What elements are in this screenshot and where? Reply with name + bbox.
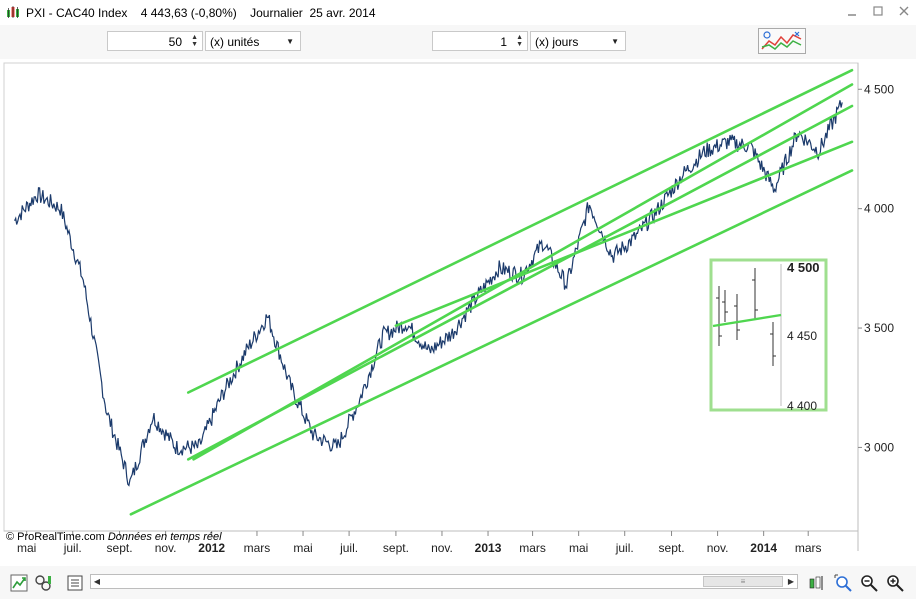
y-tick-label: 4 000 — [864, 202, 894, 216]
app-logo-icon — [7, 6, 19, 18]
data-credit: © ProRealTime.com Données en temps réel — [6, 531, 222, 543]
y-tick-label: 3 000 — [864, 440, 894, 454]
x-tick-label: mars — [795, 541, 822, 555]
trend-indicator-icon — [761, 31, 802, 50]
credit-note: Données en temps réel — [107, 531, 222, 543]
inset-y-tick-label: 4 500 — [787, 260, 820, 275]
trend-indicator-button[interactable] — [758, 28, 806, 54]
scroll-thumb[interactable]: ≡ — [703, 576, 783, 587]
trend-channel-line[interactable] — [186, 104, 854, 461]
bottom-toolbar: ◀ ≡ ▶ — [0, 566, 916, 599]
title-bar: PXI - CAC40 Index 4 443,63 (-0,80%) Jour… — [0, 0, 916, 25]
trend-channel-line[interactable] — [394, 140, 854, 327]
close-icon — [899, 6, 909, 16]
minimize-icon — [848, 14, 856, 16]
chevron-down-icon: ▼ — [286, 37, 294, 46]
inset-trend-line — [712, 313, 782, 328]
candlestick-zoom-icon[interactable] — [808, 574, 826, 592]
credit-brand: © ProRealTime.com — [6, 531, 105, 543]
trend-channel-line[interactable] — [186, 68, 854, 394]
units-spinner-icon[interactable]: ▲ ▼ — [191, 34, 198, 48]
x-tick-label: nov. — [155, 541, 177, 555]
y-tick-label: 3 500 — [864, 321, 894, 335]
price-series-line — [14, 100, 843, 487]
inset-y-tick-label: 4 450 — [787, 329, 817, 343]
x-tick-label: mars — [244, 541, 271, 555]
x-tick-label: 2014 — [750, 541, 777, 555]
y-tick-label: 4 500 — [864, 82, 894, 96]
scroll-left-button[interactable]: ◀ — [91, 575, 103, 588]
maximize-icon — [873, 6, 883, 16]
x-tick-label: mars — [519, 541, 546, 555]
units-count-value: 50 — [168, 35, 182, 49]
properties-icon[interactable] — [66, 574, 84, 592]
days-dropdown-label: (x) jours — [535, 35, 579, 49]
days-dropdown[interactable]: (x) jours ▼ — [530, 31, 626, 51]
units-count-field[interactable]: 50 ▲ ▼ — [107, 31, 203, 51]
x-tick-label: juil. — [615, 541, 634, 555]
price-chart-svg[interactable]: 4 500 4 000 3 500 3 000 mai juil. sept. nov. 201… — [0, 59, 916, 565]
x-tick-label: sept. — [107, 541, 133, 555]
zoom-in-icon[interactable] — [886, 574, 904, 592]
trend-channel-line[interactable] — [129, 169, 854, 516]
chevron-down-icon: ▼ — [611, 37, 619, 46]
zoom-out-icon[interactable] — [860, 574, 878, 592]
maximize-button[interactable] — [872, 4, 884, 18]
days-count-field[interactable]: 1 ▲ ▼ — [432, 31, 528, 51]
x-tick-label: mai — [17, 541, 36, 555]
zigzag-arrow-icon[interactable] — [10, 574, 28, 592]
x-tick-label: mai — [569, 541, 588, 555]
units-dropdown[interactable]: (x) unités ▼ — [205, 31, 301, 51]
x-tick-label: 2013 — [475, 541, 502, 555]
grip-icon: ≡ — [740, 577, 746, 586]
close-button[interactable] — [898, 4, 910, 18]
zoom-inset-frame[interactable] — [709, 258, 828, 412]
price-chart[interactable]: 4 500 4 000 3 500 3 000 mai juil. sept. nov. 201… — [0, 59, 916, 565]
minimize-button[interactable] — [846, 4, 858, 18]
x-tick-label: sept. — [383, 541, 409, 555]
x-tick-label: 2012 — [198, 541, 225, 555]
chevron-right-icon: ▶ — [787, 577, 795, 586]
inset-y-tick-label: 4 400 — [787, 399, 817, 413]
x-tick-label: juil. — [339, 541, 358, 555]
chevron-left-icon: ◀ — [93, 577, 101, 586]
x-tick-label: nov. — [707, 541, 729, 555]
x-tick-label: sept. — [659, 541, 685, 555]
days-count-value: 1 — [500, 35, 507, 49]
x-tick-label: nov. — [431, 541, 453, 555]
window-title: PXI - CAC40 Index 4 443,63 (-0,80%) Jour… — [26, 6, 376, 20]
chart-toolbar: 50 ▲ ▼ (x) unités ▼ 1 ▲ ▼ (x) jours ▼ — [0, 25, 916, 59]
zoom-fit-icon[interactable] — [834, 574, 852, 592]
scroll-right-button[interactable]: ▶ — [785, 575, 797, 588]
horizontal-scrollbar[interactable]: ◀ ≡ ▶ — [90, 574, 798, 589]
days-spinner-icon[interactable]: ▲ ▼ — [516, 34, 523, 48]
x-tick-label: mai — [293, 541, 312, 555]
units-dropdown-label: (x) unités — [210, 35, 260, 49]
x-tick-label: juil. — [63, 541, 82, 555]
indicator-tools-icon[interactable] — [34, 574, 52, 592]
